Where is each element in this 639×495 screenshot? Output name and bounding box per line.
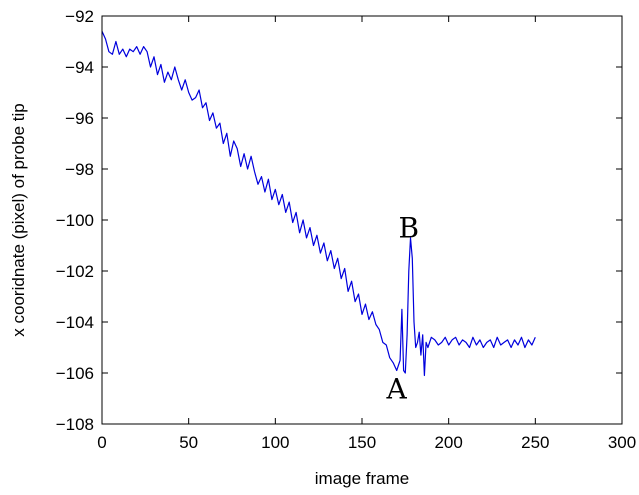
y-tick-label: −92 — [65, 7, 94, 26]
x-tick-label: 200 — [434, 433, 462, 452]
tick-labels: 0 50 100 150 200 250 300 −108 −106 −104 −102 −100 −9… — [56, 7, 636, 452]
annotation-b: B — [399, 212, 420, 245]
x-tick-label: 100 — [261, 433, 289, 452]
y-tick-label: −100 — [56, 211, 94, 230]
y-axis-title: x cooridnate (pixel) of probe tip — [9, 103, 28, 336]
ticks — [101, 15, 623, 425]
plot-frame — [101, 15, 623, 425]
x-tick-label: 250 — [521, 433, 549, 452]
y-tick-label: −96 — [65, 109, 94, 128]
y-tick-label: −108 — [56, 415, 94, 434]
x-tick-label: 150 — [348, 433, 376, 452]
x-axis-title: image frame — [315, 469, 409, 488]
x-tick-label: 0 — [97, 433, 106, 452]
y-tick-label: −102 — [56, 262, 94, 281]
y-tick-label: −104 — [56, 313, 94, 332]
x-tick-label: 50 — [179, 433, 198, 452]
y-tick-label: −106 — [56, 364, 94, 383]
y-tick-label: −94 — [65, 58, 94, 77]
annotation-a: A — [386, 372, 408, 405]
x-tick-label: 300 — [608, 433, 636, 452]
series-line — [101, 31, 536, 377]
y-tick-label: −98 — [65, 160, 94, 179]
